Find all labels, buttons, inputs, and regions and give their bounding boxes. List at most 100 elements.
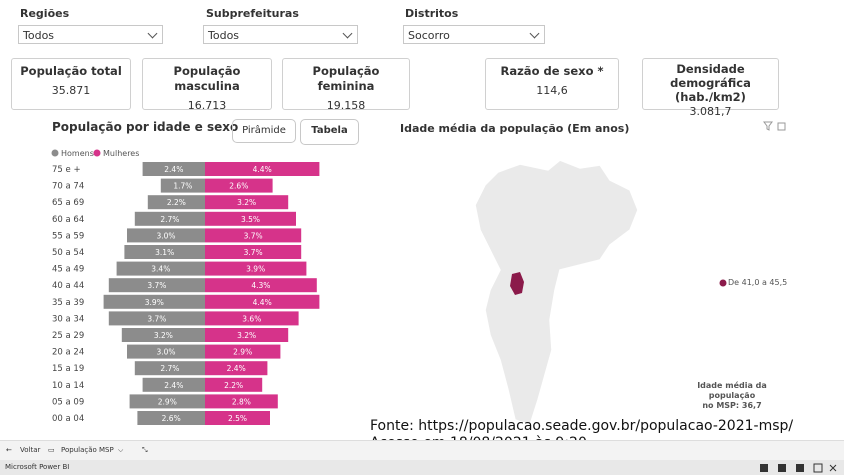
bar-label: 3.9% <box>246 265 265 274</box>
visual-icons <box>763 121 786 131</box>
bar <box>205 278 317 293</box>
bar-label: 2.4% <box>164 381 183 390</box>
bar-label: 2.2% <box>167 198 186 207</box>
kpi-card: Razão de sexo * 114,6 <box>485 58 619 110</box>
category-label: 25 a 29 <box>52 331 84 341</box>
card-value: 35.871 <box>51 84 91 97</box>
bar-label: 3.7% <box>147 281 166 290</box>
app-name: Microsoft Power BI <box>5 463 70 471</box>
map-region <box>474 159 639 426</box>
dropdown[interactable]: Socorro <box>403 25 545 44</box>
card-value: 19.158 <box>326 99 366 112</box>
bar-label: 3.2% <box>154 331 173 340</box>
bar-label: 1.7% <box>173 182 192 191</box>
filter-label: Distritos <box>405 7 459 20</box>
bar-label: 2.7% <box>160 215 179 224</box>
social-icons <box>760 463 837 473</box>
bar <box>205 245 302 259</box>
card-title: Razão de sexo * <box>500 64 604 78</box>
toggle-button[interactable]: Tabela <box>300 119 359 145</box>
bar <box>205 411 270 425</box>
bar-label: 2.8% <box>232 397 251 406</box>
back-arrow[interactable]: ← <box>6 446 12 454</box>
page-bar: ← Voltar ▭ População MSP ⌵ ⤡ <box>0 440 844 460</box>
selected-district[interactable] <box>510 272 524 295</box>
kpi-card: Densidade demográfica (hab./km2) 3.081,7 <box>642 58 779 118</box>
bar-label: 3.7% <box>147 314 166 323</box>
chart-title: População por idade e sexo <box>52 120 239 134</box>
back-button[interactable]: Voltar <box>20 446 41 454</box>
bar <box>121 328 205 342</box>
note-line: Idade média da população <box>697 381 767 400</box>
bar <box>205 211 296 226</box>
bar <box>205 294 320 309</box>
bar-label: 3.4% <box>151 265 170 274</box>
category-label: 30 a 34 <box>52 314 84 324</box>
expand[interactable]: ⤡ <box>142 446 148 454</box>
bar-label: 2.5% <box>228 414 247 423</box>
bar <box>205 228 302 243</box>
bar-label: 2.2% <box>224 381 243 390</box>
bar-label: 3.0% <box>156 231 175 240</box>
bar-label: 2.9% <box>233 348 252 357</box>
bar <box>142 162 205 176</box>
bar-label: 4.4% <box>253 298 272 307</box>
category-label: 60 a 64 <box>52 215 84 225</box>
bar <box>116 261 205 276</box>
bar-label: 2.9% <box>158 397 177 406</box>
bar <box>147 195 205 210</box>
category-label: 05 a 09 <box>52 397 84 407</box>
bar-label: 2.4% <box>227 364 246 373</box>
taskbar: Microsoft Power BI <box>0 460 844 475</box>
toggle-button[interactable]: Pirâmide <box>232 119 296 143</box>
bar <box>124 245 205 259</box>
bar <box>129 394 205 409</box>
bar-label: 2.6% <box>229 182 248 191</box>
dropdown[interactable]: Todos <box>203 25 358 44</box>
map-legend: De 41,0 a 45,5 <box>728 278 788 287</box>
category-label: 45 a 49 <box>52 265 84 275</box>
filter-label: Subprefeituras <box>206 7 299 20</box>
legend-dot <box>719 279 727 287</box>
bar-label: 3.2% <box>237 198 256 207</box>
dropdown[interactable]: Todos <box>18 25 163 44</box>
category-label: 70 a 74 <box>52 182 84 192</box>
bar-label: 3.0% <box>156 348 175 357</box>
legend-marker <box>51 149 59 157</box>
category-label: 50 a 54 <box>52 248 84 258</box>
bar <box>205 394 278 409</box>
bar <box>108 311 205 326</box>
map-note: Idade média da população no MSP: 36,7 <box>682 381 782 411</box>
category-label: 75 e + <box>52 165 81 175</box>
bar-label: 3.6% <box>242 314 261 323</box>
legend-label: Homens <box>61 149 94 158</box>
kpi-card: População masculina 16.713 <box>142 58 272 112</box>
card-value: 3.081,7 <box>689 105 732 118</box>
card-title: Densidade demográfica (hab./km2) <box>670 62 751 104</box>
bar <box>134 361 205 376</box>
category-label: 65 a 69 <box>52 198 84 208</box>
page-icon: ▭ <box>48 446 55 454</box>
bar <box>205 178 273 193</box>
bar-label: 3.7% <box>244 231 263 240</box>
bar-label: 3.1% <box>155 248 174 257</box>
bar <box>127 344 205 359</box>
bar <box>137 411 205 425</box>
page-menu[interactable]: ⌵ <box>118 446 124 454</box>
bar <box>160 178 205 193</box>
card-title: População masculina <box>173 64 241 93</box>
card-title: População total <box>20 64 122 78</box>
bar-label: 2.6% <box>162 414 181 423</box>
category-label: 15 a 19 <box>52 364 84 374</box>
pyramid-chart: Homens Mulheres 75 e + 2.4% 4.4% 70 a 74 1.7% 2… <box>51 149 320 425</box>
source-line: Fonte: https://populacao.seade.gov.br/po… <box>370 418 794 434</box>
bar <box>205 162 320 176</box>
bar <box>205 344 281 359</box>
bar <box>205 328 289 342</box>
category-label: 00 a 04 <box>52 414 84 424</box>
bar <box>205 261 307 276</box>
card-value: 16.713 <box>187 99 227 112</box>
page-tab[interactable]: População MSP <box>61 446 114 454</box>
bar <box>103 294 205 309</box>
